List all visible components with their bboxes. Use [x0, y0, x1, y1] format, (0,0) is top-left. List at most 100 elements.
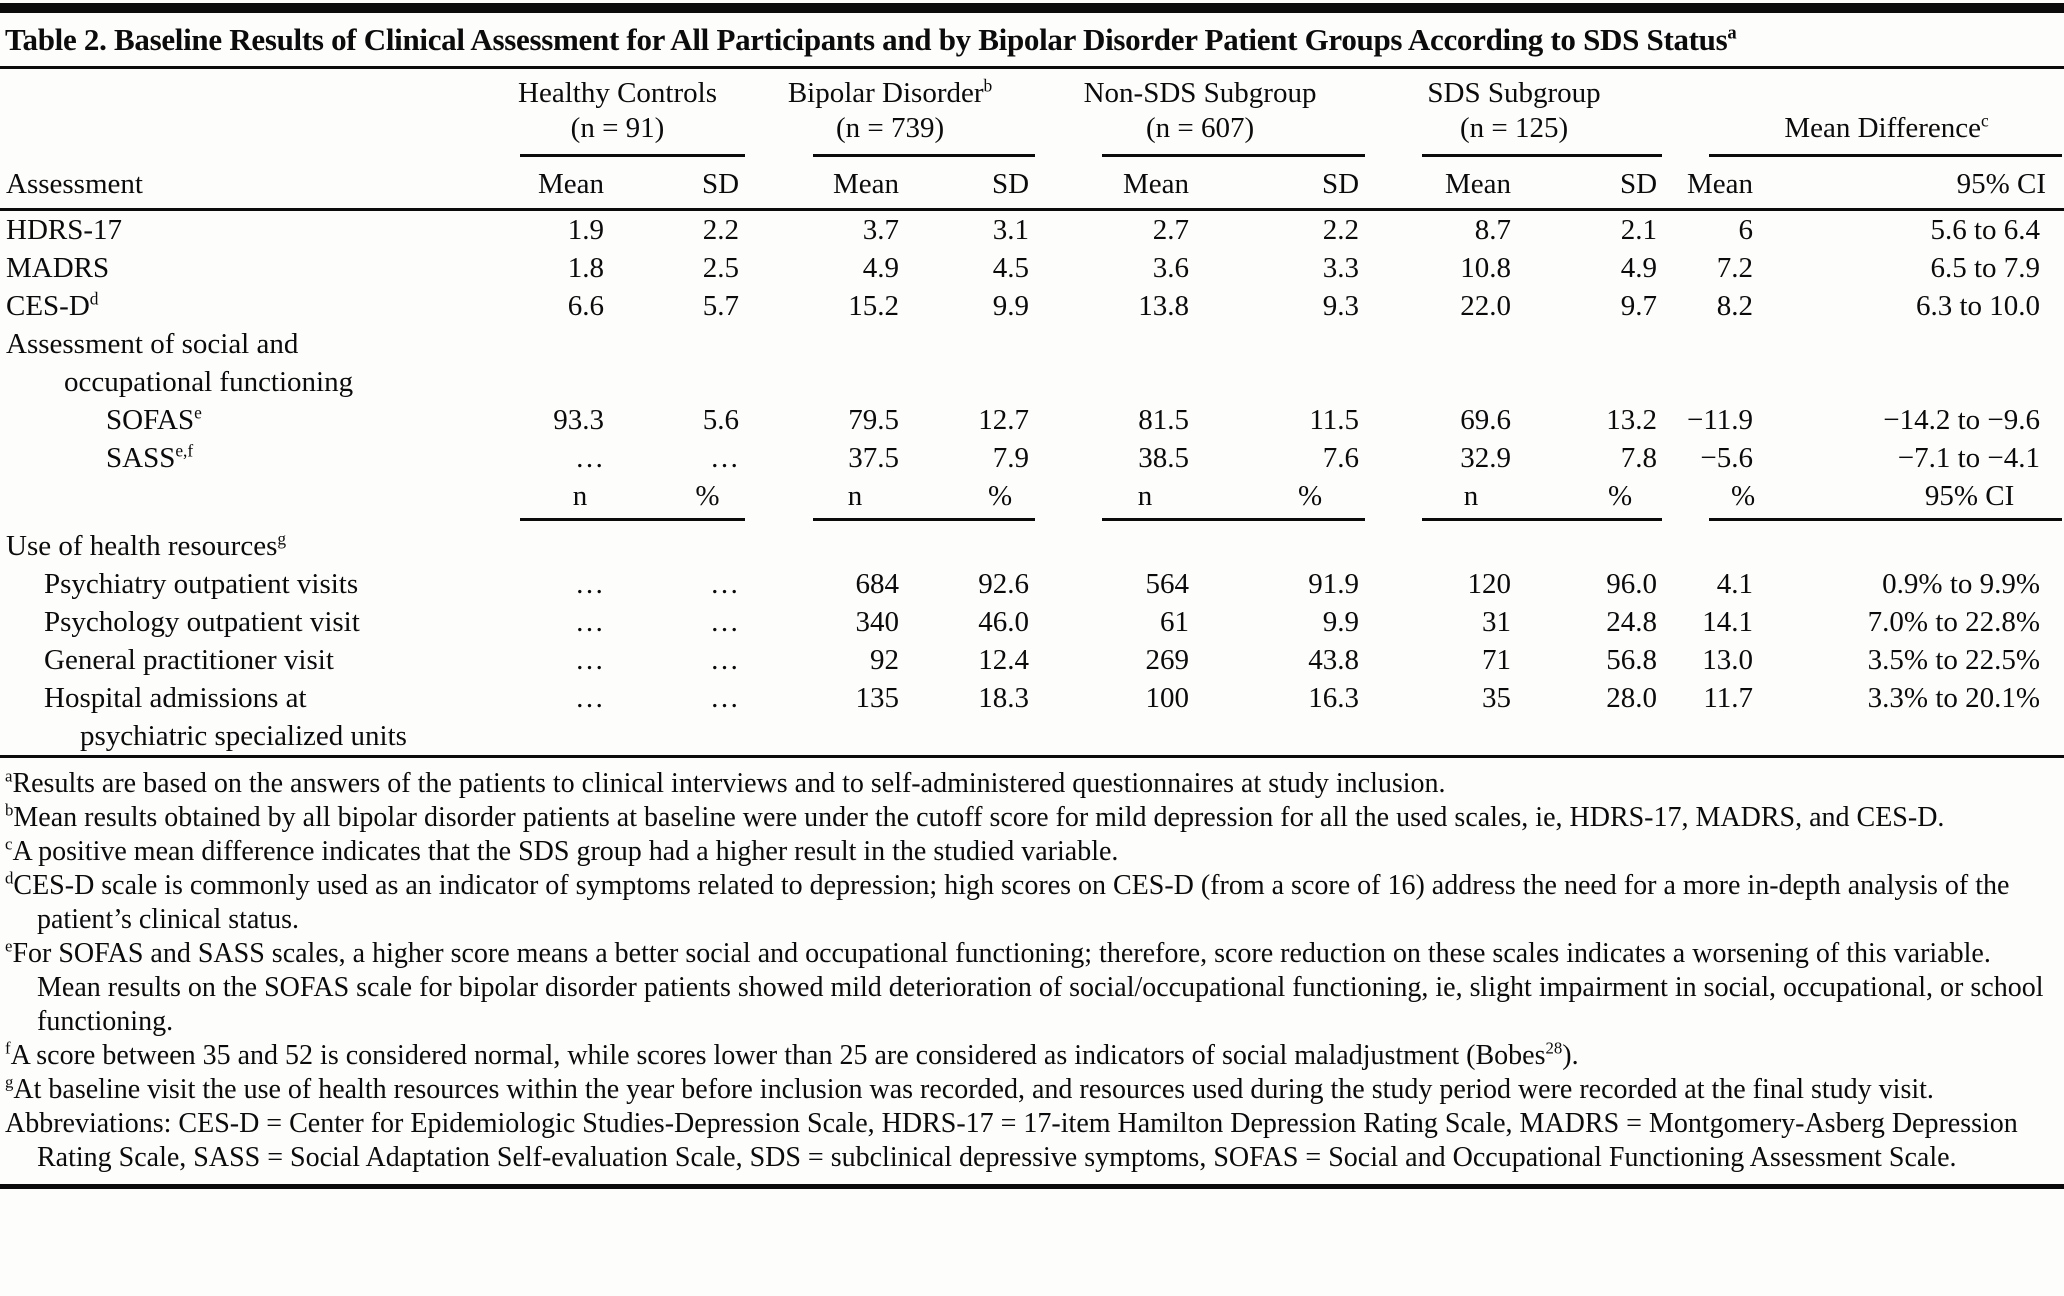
table-cell: …: [710, 568, 740, 600]
table-cell: 61: [1160, 606, 1190, 638]
table-cell: 3.5% to 22.5%: [1867, 644, 2041, 676]
group-name: Healthy Controls: [518, 77, 717, 109]
row-label: Psychology outpatient visit: [44, 606, 360, 638]
table-row: General practitioner visit … … 92 12.4 269 43.…: [0, 641, 2064, 679]
table-cell: 3.6: [1152, 252, 1190, 284]
subheader-row: n% n% n% n%% 95% CI: [0, 477, 2064, 515]
table-cell: 92.6: [978, 568, 1030, 600]
table-row: Hospital admissions at … … 135 18.3 100 16.3 35…: [0, 679, 2064, 717]
table-cell: 4.5: [992, 252, 1030, 284]
row-label: SOFASe: [106, 402, 202, 436]
row-label: Psychiatry outpatient visits: [44, 568, 359, 600]
group-header-sds-subgroup: SDS Subgroup (n = 125): [1365, 69, 1663, 157]
table-cell: 7.8: [1620, 442, 1658, 474]
table-cell: 2.7: [1152, 214, 1190, 246]
group-n: (n = 125): [1459, 112, 1569, 144]
empty-cells: [490, 717, 2064, 757]
subheader-cell: %: [1730, 480, 1756, 512]
table-cell: 340: [855, 606, 900, 638]
table-row: MADRS 1.8 2.5 4.9 4.5 3.6 3.3 10.8 4.9 7.2 6.5 to …: [0, 249, 2064, 287]
table-cell: 56.8: [1606, 644, 1658, 676]
subheader-cell: %: [695, 480, 720, 512]
subheader-rule-row: [0, 515, 2064, 527]
table-cell: 24.8: [1606, 606, 1658, 638]
group-rule: [1102, 154, 1366, 157]
table-cell: 9.3: [1322, 290, 1360, 322]
table-cell: 31: [1482, 606, 1512, 638]
table-cell: 12.7: [978, 404, 1030, 436]
table-cell: 3.7: [862, 214, 900, 246]
row-label: SASSe,f: [106, 440, 194, 474]
group-rule-cell: [745, 515, 1036, 527]
column-group-row: Healthy Controls (n = 91) Bipolar Disord…: [0, 69, 2064, 157]
table-cell: −11.9: [1687, 404, 1754, 436]
group-rule: [813, 518, 1036, 521]
table-cell: −5.6: [1700, 442, 1754, 474]
table-cell: 3.1: [992, 214, 1030, 246]
table-cell: 3.3% to 20.1%: [1867, 682, 2041, 714]
table-cell: …: [710, 442, 740, 474]
table-cell: 6.6: [567, 290, 604, 322]
table-cell: 7.0% to 22.8%: [1867, 606, 2041, 638]
table-cell: 14.1: [1702, 606, 1754, 638]
table-cell: 2.1: [1620, 214, 1658, 246]
subheader-cell: %: [1297, 480, 1323, 512]
col-header-sd: SD: [1195, 157, 1366, 211]
table-cell: …: [575, 442, 604, 474]
table-cell: …: [575, 568, 604, 600]
table-cell: 32.9: [1460, 442, 1512, 474]
group-rule: [1422, 518, 1663, 521]
footnote-marker: e: [5, 936, 13, 956]
col-header-mean: Mean: [745, 157, 906, 211]
group-rule: [520, 518, 746, 521]
group-rule-cell: [1663, 515, 2064, 527]
group-n: (n = 607): [1145, 112, 1255, 144]
section-row: Use of health resourcesg: [0, 527, 2064, 565]
table-cell: 13.8: [1138, 290, 1190, 322]
results-table-body: HDRS-17 1.9 2.2 3.7 3.1 2.7 2.2 8.7 2.1 6 5.6 to 6…: [0, 210, 2064, 757]
table-cell: 5.6 to 6.4: [1930, 214, 2041, 246]
group-header-healthy-controls: Healthy Controls (n = 91): [490, 69, 746, 157]
table-cell: 269: [1145, 644, 1190, 676]
group-n: Mean Differencec: [1784, 110, 1989, 144]
table-cell: 6: [1738, 214, 1754, 246]
col-header-mean: Mean: [1663, 157, 1764, 211]
top-rule: [0, 3, 2064, 13]
table-row: SASSe,f … … 37.5 7.9 38.5 7.6 32.9 7.8 −5.6 −7.1 t…: [0, 439, 2064, 477]
group-rule-cell: [1365, 515, 1663, 527]
section-row: psychiatric specialized units: [0, 717, 2064, 757]
footnote-marker: g: [5, 1072, 14, 1092]
footnote: eFor SOFAS and SASS scales, a higher sco…: [5, 936, 2044, 1037]
footnote-marker: b: [5, 800, 14, 820]
table-cell: …: [710, 606, 740, 638]
group-name: Bipolar Disorderb: [787, 75, 993, 109]
footnote: aResults are based on the answers of the…: [5, 766, 1446, 799]
table-cell: 69.6: [1460, 404, 1512, 436]
table-cell: 4.1: [1716, 568, 1754, 600]
col-header-sd: SD: [905, 157, 1036, 211]
table-cell: 5.7: [702, 290, 740, 322]
table-cell: −14.2 to −9.6: [1883, 404, 2041, 436]
group-rule: [813, 154, 1036, 157]
table-cell: …: [710, 644, 740, 676]
table-cell: 9.9: [1322, 606, 1360, 638]
table-cell: …: [710, 682, 740, 714]
bottom-rule: [0, 1184, 2064, 1189]
footnote: dCES-D scale is commonly used as an indi…: [5, 868, 2010, 935]
table-cell: 46.0: [978, 606, 1030, 638]
table-cell: 37.5: [848, 442, 900, 474]
table-cell: 22.0: [1460, 290, 1512, 322]
table-cell: 6.5 to 7.9: [1930, 252, 2041, 284]
footnote-marker: f: [5, 1038, 11, 1058]
table-cell: …: [575, 644, 604, 676]
table-cell: 71: [1482, 644, 1512, 676]
row-label: [0, 477, 490, 515]
table-row: CES-Dd 6.6 5.7 15.2 9.9 13.8 9.3 22.0 9.7 8.2 6.3 …: [0, 287, 2064, 325]
subheader-cell: n: [847, 480, 863, 512]
table-cell: 35: [1482, 682, 1512, 714]
table-cell: 11.7: [1703, 682, 1754, 714]
table-cell: 18.3: [978, 682, 1030, 714]
subheader-cell: 95% CI: [1924, 480, 2015, 512]
footnote: fA score between 35 and 52 is considered…: [5, 1038, 1579, 1071]
